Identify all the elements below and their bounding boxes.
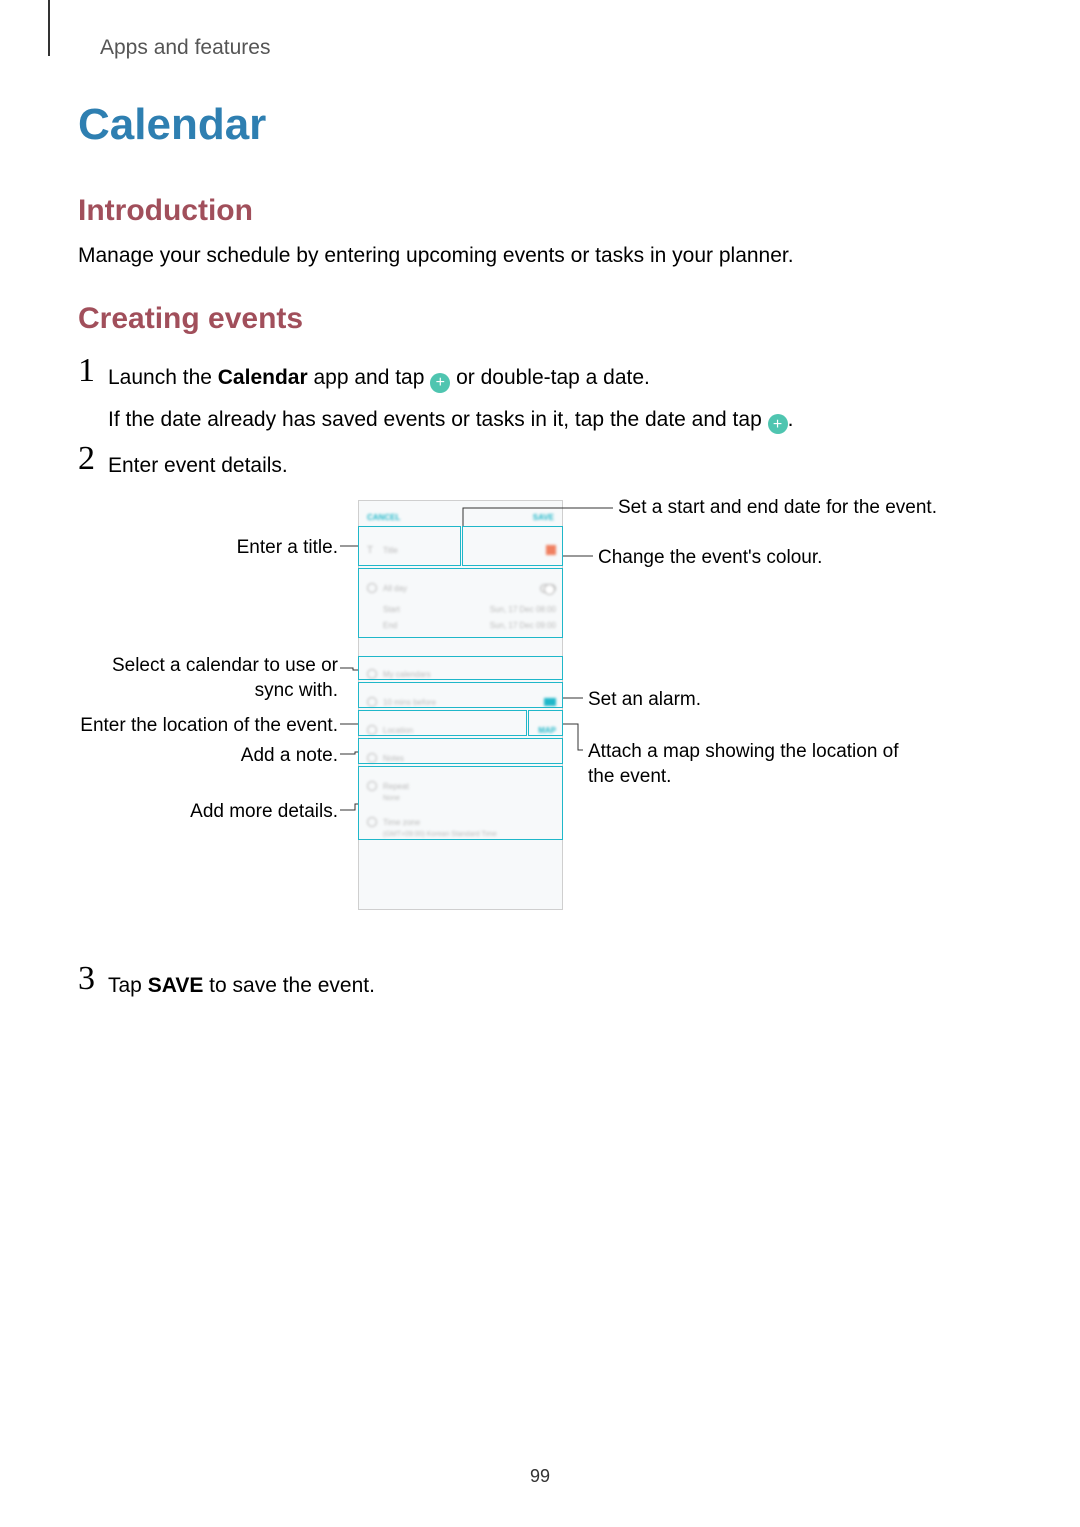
step1-text-pre: Launch the xyxy=(108,366,218,389)
page-number: 99 xyxy=(0,1466,1080,1487)
step-number-1: 1 xyxy=(78,352,95,390)
step1-line2-post: . xyxy=(788,408,794,431)
step3-bold: SAVE xyxy=(148,974,204,997)
breadcrumb: Apps and features xyxy=(100,36,270,60)
step3-post: to save the event. xyxy=(203,974,375,997)
plus-icon: + xyxy=(430,373,450,393)
plus-icon: + xyxy=(768,414,788,434)
section-heading-introduction: Introduction xyxy=(78,194,253,228)
leader-lines xyxy=(78,500,1002,940)
section-heading-creating-events: Creating events xyxy=(78,302,303,336)
step3-pre: Tap xyxy=(108,974,148,997)
step-number-2: 2 xyxy=(78,440,95,478)
step1-text-post: or double-tap a date. xyxy=(450,366,650,389)
step-3-body: Tap SAVE to save the event. xyxy=(108,968,1000,1004)
step1-line2-pre: If the date already has saved events or … xyxy=(108,408,768,431)
step-2-body: Enter event details. xyxy=(108,448,1000,484)
introduction-body: Manage your schedule by entering upcomin… xyxy=(78,244,794,268)
step1-appname: Calendar xyxy=(218,366,308,389)
step-number-3: 3 xyxy=(78,960,95,998)
step-1-body: Launch the Calendar app and tap + or dou… xyxy=(108,360,1000,437)
page-accent-bar xyxy=(48,0,50,56)
event-editor-figure: CANCEL SAVE T Title All day Start Sun, 1… xyxy=(78,500,1002,940)
step1-text-mid: app and tap xyxy=(308,366,431,389)
page-title: Calendar xyxy=(78,100,266,150)
